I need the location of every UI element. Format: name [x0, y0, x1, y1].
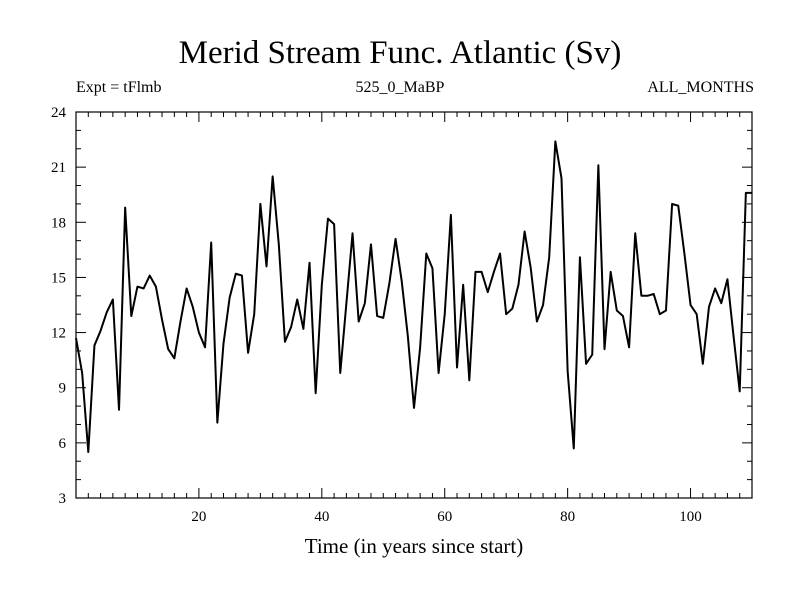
tick-labels: 20 40 60 80 100 3 6 9 12 15 18 21 24 [51, 105, 702, 525]
y-tick-label: 21 [51, 160, 66, 176]
y-tick-label: 15 [51, 270, 66, 286]
minor-ticks [76, 112, 752, 498]
x-tick-label: 40 [314, 509, 329, 525]
plot-frame [75, 111, 753, 499]
months-label: ALL_MONTHS [647, 79, 754, 96]
y-tick-label: 18 [51, 215, 66, 231]
x-tick-label: 20 [191, 509, 206, 525]
y-tick-label: 24 [51, 105, 67, 121]
x-axis-label: Time (in years since start) [305, 534, 524, 558]
major-ticks [76, 112, 752, 498]
chart-title: Merid Stream Func. Atlantic (Sv) [178, 35, 622, 71]
y-tick-label: 3 [59, 491, 67, 507]
experiment-label: Expt = tFlmb [76, 79, 162, 96]
y-tick-label: 6 [59, 436, 67, 452]
x-tick-label: 60 [437, 509, 452, 525]
x-tick-label: 100 [679, 509, 702, 525]
period-label: 525_0_MaBP [355, 79, 445, 96]
series-line [75, 140, 752, 454]
x-tick-label: 80 [560, 509, 575, 525]
y-tick-label: 9 [59, 381, 67, 397]
y-tick-label: 12 [51, 326, 66, 342]
